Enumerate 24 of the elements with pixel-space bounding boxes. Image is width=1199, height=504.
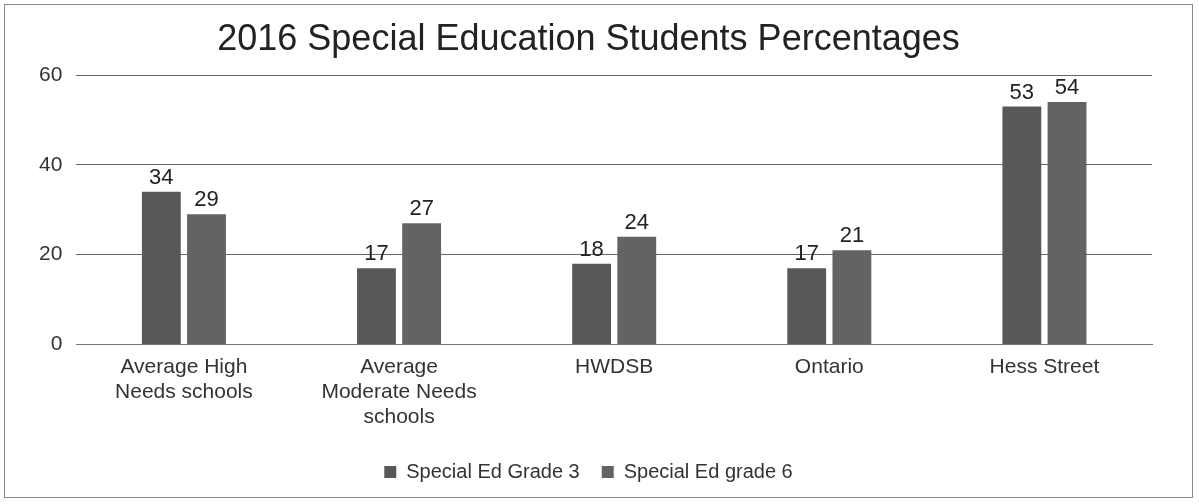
bar bbox=[787, 268, 827, 344]
x-tick-label: HWDSB bbox=[575, 353, 654, 377]
chart-title: 2016 Special Education Students Percentages bbox=[217, 16, 960, 58]
bar bbox=[572, 263, 612, 344]
legend-label: Special Ed grade 6 bbox=[623, 459, 793, 482]
bar bbox=[141, 191, 181, 344]
x-tick-label: Average High Needs schools bbox=[115, 353, 253, 402]
data-label: 34 bbox=[149, 163, 174, 189]
data-label: 24 bbox=[624, 208, 650, 234]
y-tick-label: 40 bbox=[39, 151, 63, 175]
data-label: 53 bbox=[1009, 78, 1035, 104]
bar bbox=[357, 268, 396, 344]
x-tick-label: Hess Street bbox=[989, 353, 1100, 377]
data-label: 21 bbox=[839, 222, 865, 248]
data-label: 27 bbox=[409, 195, 434, 221]
y-tick-label: 60 bbox=[39, 62, 63, 85]
x-tick-label: Average Moderate Needs schools bbox=[321, 353, 477, 428]
y-tick-label: 20 bbox=[39, 241, 63, 265]
x-tick-label: Ontario bbox=[794, 353, 864, 377]
bar bbox=[1002, 106, 1042, 344]
legend-label: Special Ed Grade 3 bbox=[406, 459, 580, 482]
data-label: 29 bbox=[194, 186, 219, 212]
data-label: 54 bbox=[1054, 74, 1080, 100]
y-tick-label: 0 bbox=[50, 331, 63, 355]
